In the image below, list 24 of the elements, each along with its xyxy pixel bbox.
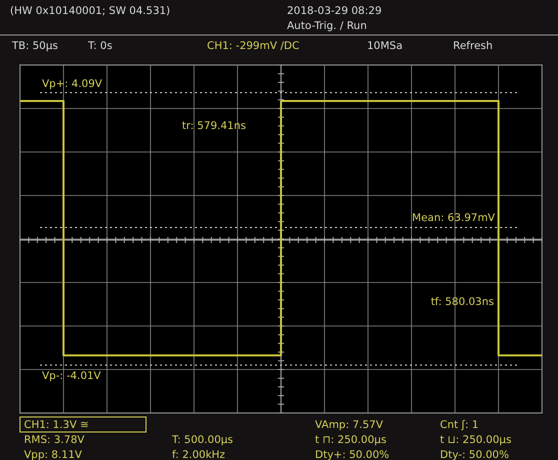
text: t ⊔: 250.00µs: [440, 434, 512, 446]
text: T: 500.00µs: [171, 434, 234, 446]
text: Dty+: 50.00%: [315, 449, 390, 460]
text: 10MSa: [367, 40, 403, 52]
text: VAmp: 7.57V: [315, 419, 384, 431]
text: TB: 50µs: [11, 40, 58, 52]
text: Vp+: 4.09V: [42, 78, 103, 90]
text: T: 0s: [87, 40, 112, 52]
text: Vp-: -4.01V: [42, 370, 102, 382]
text: Cnt ʃ: 1: [440, 419, 479, 431]
text: RMS: 3.78V: [24, 434, 86, 446]
text: 2018-03-29 08:29: [287, 5, 382, 17]
annotation: Mean: 63.97mV: [412, 212, 496, 224]
text: CH1: -299mV /DC: [207, 40, 300, 52]
text: (HW 0x10140001; SW 04.531): [10, 5, 170, 17]
text: Auto-Trig. / Run: [287, 20, 367, 32]
text: t ⊓: 250.00µs: [315, 434, 386, 446]
annotation: tf: 580.03ns: [430, 296, 494, 308]
text: Vpp: 8.11V: [24, 449, 83, 460]
annotation: tr: 579.41ns: [182, 120, 246, 132]
text: f: 2.00kHz: [172, 449, 226, 460]
text: Refresh: [453, 40, 493, 52]
text: CH1: 1.3V ≅: [24, 419, 89, 431]
text: Dty-: 50.00%: [440, 449, 509, 460]
